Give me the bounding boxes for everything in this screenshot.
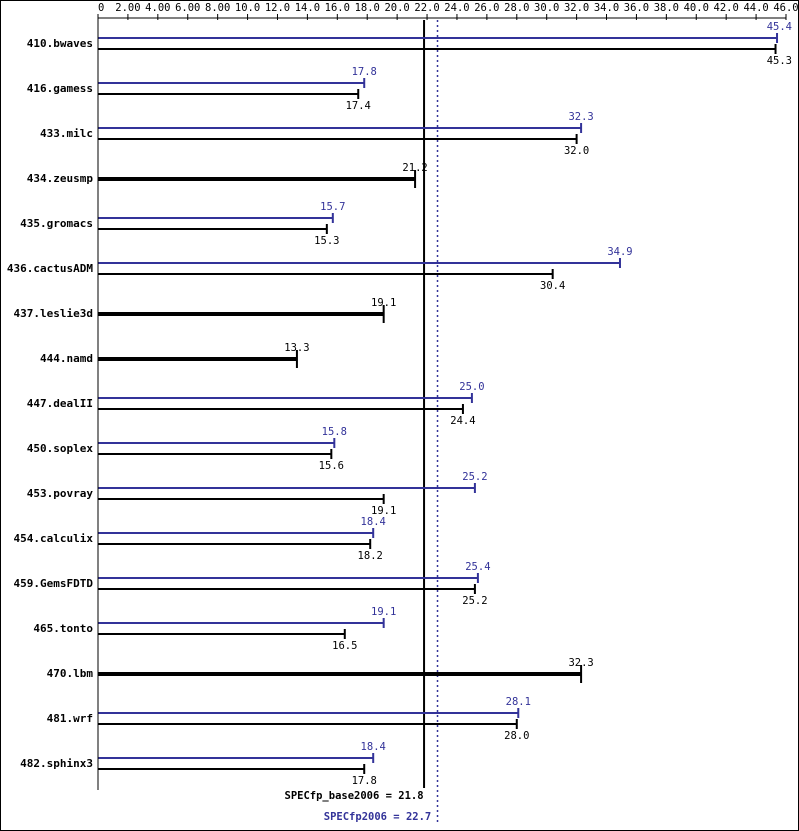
category-label: 416.gamess xyxy=(27,82,93,95)
category-label: 435.gromacs xyxy=(20,217,93,230)
value-label: 24.4 xyxy=(450,415,475,427)
value-label: 28.1 xyxy=(506,696,531,708)
x-tick-label: 12.0 xyxy=(265,2,290,14)
reference-label: SPECfp_base2006 = 21.8 xyxy=(285,790,424,802)
x-tick-label: 40.0 xyxy=(684,2,709,14)
value-label: 32.0 xyxy=(564,145,589,157)
value-label: 17.4 xyxy=(346,100,371,112)
x-tick-label: 2.00 xyxy=(115,2,140,14)
x-tick-label: 28.0 xyxy=(504,2,529,14)
x-tick-label: 42.0 xyxy=(714,2,739,14)
category-label: 481.wrf xyxy=(47,712,93,725)
x-tick-label: 26.0 xyxy=(474,2,499,14)
x-tick-label: 6.00 xyxy=(175,2,200,14)
category-label: 433.milc xyxy=(40,127,93,140)
value-label: 15.8 xyxy=(322,426,347,438)
x-tick-label: 8.00 xyxy=(205,2,230,14)
category-label: 436.cactusADM xyxy=(7,262,93,275)
value-label: 19.1 xyxy=(371,606,396,618)
category-label: 444.namd xyxy=(40,352,93,365)
category-label: 470.lbm xyxy=(47,667,94,680)
x-tick-label: 18.0 xyxy=(355,2,380,14)
x-tick-label: 44.0 xyxy=(743,2,768,14)
x-tick-label: 0 xyxy=(98,2,104,14)
category-label: 450.soplex xyxy=(27,442,94,455)
value-label: 17.8 xyxy=(352,66,377,78)
x-tick-label: 14.0 xyxy=(295,2,320,14)
x-tick-label: 4.00 xyxy=(145,2,170,14)
value-label: 45.3 xyxy=(767,55,792,67)
x-tick-label: 30.0 xyxy=(534,2,559,14)
x-tick-label: 32.0 xyxy=(564,2,589,14)
reference-label: SPECfp2006 = 22.7 xyxy=(324,811,431,823)
value-label: 18.4 xyxy=(361,741,386,753)
category-label: 410.bwaves xyxy=(27,37,93,50)
value-label: 15.6 xyxy=(319,460,344,472)
value-label: 25.2 xyxy=(462,471,487,483)
category-label: 447.dealII xyxy=(27,397,93,410)
value-label: 32.3 xyxy=(568,657,593,669)
x-tick-label: 10.0 xyxy=(235,2,260,14)
category-label: 454.calculix xyxy=(14,532,94,545)
value-label: 13.3 xyxy=(284,342,309,354)
category-label: 482.sphinx3 xyxy=(20,757,93,770)
value-label: 34.9 xyxy=(607,246,632,258)
category-label: 453.povray xyxy=(27,487,94,500)
x-tick-label: 20.0 xyxy=(384,2,409,14)
value-label: 32.3 xyxy=(568,111,593,123)
value-label: 19.1 xyxy=(371,297,396,309)
x-tick-label: 16.0 xyxy=(325,2,350,14)
value-label: 45.4 xyxy=(767,21,792,33)
value-label: 25.2 xyxy=(462,595,487,607)
value-label: 28.0 xyxy=(504,730,529,742)
x-tick-label: 22.0 xyxy=(414,2,439,14)
category-label: 434.zeusmp xyxy=(27,172,94,185)
value-label: 15.7 xyxy=(320,201,345,213)
value-label: 18.4 xyxy=(361,516,386,528)
x-tick-label: 34.0 xyxy=(594,2,619,14)
value-label: 16.5 xyxy=(332,640,357,652)
value-label: 30.4 xyxy=(540,280,565,292)
category-label: 465.tonto xyxy=(33,622,93,635)
category-label: 437.leslie3d xyxy=(14,307,93,320)
value-label: 25.0 xyxy=(459,381,484,393)
category-label: 459.GemsFDTD xyxy=(14,577,94,590)
x-tick-label: 36.0 xyxy=(624,2,649,14)
value-label: 17.8 xyxy=(352,775,377,787)
value-label: 19.1 xyxy=(371,505,396,517)
value-label: 25.4 xyxy=(465,561,490,573)
x-tick-label: 24.0 xyxy=(444,2,469,14)
value-label: 15.3 xyxy=(314,235,339,247)
value-label: 18.2 xyxy=(358,550,383,562)
value-label: 21.2 xyxy=(402,162,427,174)
x-tick-label: 46.0 xyxy=(773,2,798,14)
x-tick-label: 38.0 xyxy=(654,2,679,14)
